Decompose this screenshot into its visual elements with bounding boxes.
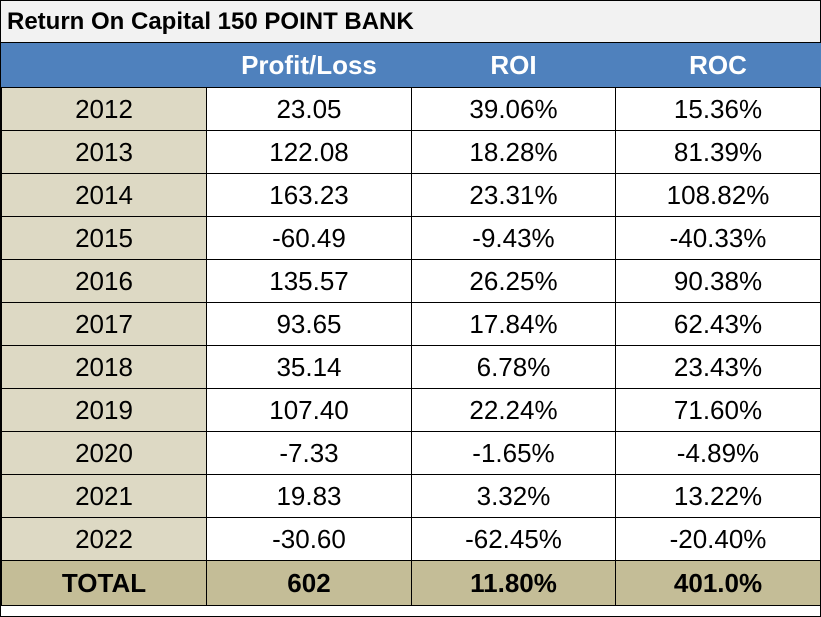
roc-cell[interactable]: 81.39% — [615, 130, 821, 174]
roc-cell[interactable]: -20.40% — [615, 517, 821, 561]
roc-cell[interactable]: 62.43% — [615, 302, 821, 346]
roi-cell[interactable]: -9.43% — [411, 216, 616, 260]
year-cell[interactable]: 2016 — [1, 259, 207, 303]
profit-cell[interactable]: 135.57 — [206, 259, 412, 303]
table-row: 2021 19.83 3.32% 13.22% — [1, 474, 821, 518]
roi-cell[interactable]: 22.24% — [411, 388, 616, 432]
header-year[interactable] — [1, 43, 207, 88]
roc-cell[interactable]: 108.82% — [615, 173, 821, 217]
returns-table: Profit/Loss ROI ROC 2012 23.05 39.06% 15.36… — [1, 43, 821, 606]
year-cell[interactable]: 2017 — [1, 302, 207, 346]
roi-cell[interactable]: 3.32% — [411, 474, 616, 518]
table-row: 2012 23.05 39.06% 15.36% — [1, 87, 821, 131]
profit-cell[interactable]: 23.05 — [206, 87, 412, 131]
table-row: 2015 -60.49 -9.43% -40.33% — [1, 216, 821, 260]
year-cell[interactable]: 2022 — [1, 517, 207, 561]
table-row: 2018 35.14 6.78% 23.43% — [1, 345, 821, 389]
year-cell[interactable]: 2020 — [1, 431, 207, 475]
profit-cell[interactable]: 122.08 — [206, 130, 412, 174]
header-row: Profit/Loss ROI ROC — [1, 43, 821, 88]
total-row: TOTAL 602 11.80% 401.0% — [1, 560, 821, 606]
total-roi[interactable]: 11.80% — [411, 560, 616, 606]
profit-cell[interactable]: -7.33 — [206, 431, 412, 475]
table-row: 2017 93.65 17.84% 62.43% — [1, 302, 821, 346]
roi-cell[interactable]: 23.31% — [411, 173, 616, 217]
roc-cell[interactable]: 15.36% — [615, 87, 821, 131]
header-roc[interactable]: ROC — [615, 43, 821, 88]
table-row: 2016 135.57 26.25% 90.38% — [1, 259, 821, 303]
header-profit-loss[interactable]: Profit/Loss — [206, 43, 412, 88]
table-row: 2022 -30.60 -62.45% -20.40% — [1, 517, 821, 561]
roi-cell[interactable]: 18.28% — [411, 130, 616, 174]
year-cell[interactable]: 2013 — [1, 130, 207, 174]
roc-cell[interactable]: 13.22% — [615, 474, 821, 518]
profit-cell[interactable]: 19.83 — [206, 474, 412, 518]
roi-cell[interactable]: 39.06% — [411, 87, 616, 131]
profit-cell[interactable]: 93.65 — [206, 302, 412, 346]
total-label[interactable]: TOTAL — [1, 560, 207, 606]
profit-cell[interactable]: 35.14 — [206, 345, 412, 389]
table-row: 2020 -7.33 -1.65% -4.89% — [1, 431, 821, 475]
roc-cell[interactable]: 90.38% — [615, 259, 821, 303]
roi-cell[interactable]: 17.84% — [411, 302, 616, 346]
year-cell[interactable]: 2018 — [1, 345, 207, 389]
header-roi[interactable]: ROI — [411, 43, 616, 88]
year-cell[interactable]: 2021 — [1, 474, 207, 518]
profit-cell[interactable]: 107.40 — [206, 388, 412, 432]
total-profit[interactable]: 602 — [206, 560, 412, 606]
sheet-title[interactable]: Return On Capital 150 POINT BANK — [1, 1, 820, 43]
table-body: 2012 23.05 39.06% 15.36% 2013 122.08 18.28% 81.… — [1, 87, 821, 561]
roc-cell[interactable]: 23.43% — [615, 345, 821, 389]
roi-cell[interactable]: -1.65% — [411, 431, 616, 475]
roi-cell[interactable]: 6.78% — [411, 345, 616, 389]
year-cell[interactable]: 2019 — [1, 388, 207, 432]
total-roc[interactable]: 401.0% — [615, 560, 821, 606]
profit-cell[interactable]: -60.49 — [206, 216, 412, 260]
roi-cell[interactable]: -62.45% — [411, 517, 616, 561]
year-cell[interactable]: 2015 — [1, 216, 207, 260]
table-row: 2013 122.08 18.28% 81.39% — [1, 130, 821, 174]
year-cell[interactable]: 2012 — [1, 87, 207, 131]
profit-cell[interactable]: -30.60 — [206, 517, 412, 561]
roc-cell[interactable]: -40.33% — [615, 216, 821, 260]
year-cell[interactable]: 2014 — [1, 173, 207, 217]
roc-cell[interactable]: -4.89% — [615, 431, 821, 475]
profit-cell[interactable]: 163.23 — [206, 173, 412, 217]
roc-cell[interactable]: 71.60% — [615, 388, 821, 432]
table-row: 2014 163.23 23.31% 108.82% — [1, 173, 821, 217]
table-row: 2019 107.40 22.24% 71.60% — [1, 388, 821, 432]
roi-cell[interactable]: 26.25% — [411, 259, 616, 303]
